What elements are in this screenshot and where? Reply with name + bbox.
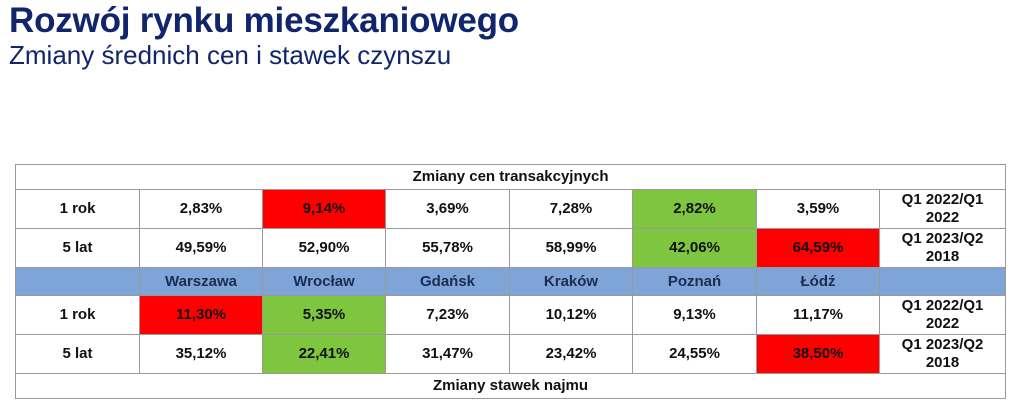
section-title-rent: Zmiany stawek najmu <box>14 373 1007 399</box>
city-header-empty <box>878 267 1007 296</box>
table-cell-highlight-high: 11,30% <box>139 295 263 335</box>
period-line: 2018 <box>925 354 960 371</box>
city-header: Warszawa <box>139 267 263 296</box>
row-label: 1 rok <box>15 189 140 229</box>
table-cell-highlight-high: 64,59% <box>756 228 880 268</box>
table-row: 1 rok 2,83% 9,14% 3,69% 7,28% 2,82% 3,59… <box>15 189 1007 229</box>
table-cell-highlight-low: 5,35% <box>262 295 386 335</box>
table-cell: 3,59% <box>756 189 880 229</box>
table-cell: 2,83% <box>139 189 263 229</box>
city-header: Poznań <box>632 267 757 296</box>
table-cell-highlight-low: 42,06% <box>632 228 757 268</box>
table-cell: 9,13% <box>632 295 757 335</box>
period-cell: Q1 2022/Q1 2022 <box>878 295 1007 335</box>
table-cell: 55,78% <box>385 228 510 268</box>
period-line: Q1 2023/Q2 <box>901 336 984 353</box>
price-rent-table: Zmiany cen transakcyjnych 1 rok 2,83% 9,… <box>14 164 1007 399</box>
period-cell: Q1 2023/Q2 2018 <box>878 228 1007 268</box>
table-cell: 10,12% <box>509 295 633 335</box>
table-cell: 24,55% <box>632 334 757 374</box>
city-header-empty <box>15 267 140 296</box>
period-line: Q1 2022/Q1 <box>901 191 984 208</box>
table-cell: 7,23% <box>385 295 510 335</box>
table-cell: 23,42% <box>509 334 633 374</box>
table-cell-highlight-low: 2,82% <box>632 189 757 229</box>
period-line: Q1 2022/Q1 <box>901 297 984 314</box>
period-line: 2022 <box>925 209 960 226</box>
table-cell: 52,90% <box>262 228 386 268</box>
table-cell-highlight-high: 9,14% <box>262 189 386 229</box>
city-header-row: Warszawa Wrocław Gdańsk Kraków Poznań Łó… <box>15 267 1007 296</box>
city-header: Wrocław <box>262 267 386 296</box>
table-row: 5 lat 35,12% 22,41% 31,47% 23,42% 24,55%… <box>15 334 1007 374</box>
page-title: Rozwój rynku mieszkaniowego <box>9 1 519 40</box>
period-line: Q1 2023/Q2 <box>901 230 984 247</box>
table-cell: 11,17% <box>756 295 880 335</box>
period-line: 2022 <box>925 315 960 332</box>
row-label: 5 lat <box>15 334 140 374</box>
page-subtitle: Zmiany średnich cen i stawek czynszu <box>9 40 452 70</box>
table-cell: 31,47% <box>385 334 510 374</box>
table-cell: 49,59% <box>139 228 263 268</box>
table-cell: 7,28% <box>509 189 633 229</box>
table-cell: 35,12% <box>139 334 263 374</box>
section-header-rent: Zmiany stawek najmu <box>14 373 1007 399</box>
section-header-prices: Zmiany cen transakcyjnych <box>14 164 1007 190</box>
city-header: Gdańsk <box>385 267 510 296</box>
table-cell: 3,69% <box>385 189 510 229</box>
table-cell-highlight-low: 22,41% <box>262 334 386 374</box>
row-label: 1 rok <box>15 295 140 335</box>
table-row: 5 lat 49,59% 52,90% 55,78% 58,99% 42,06%… <box>15 228 1007 268</box>
table-cell: 58,99% <box>509 228 633 268</box>
table-cell-highlight-high: 38,50% <box>756 334 880 374</box>
section-title-prices: Zmiany cen transakcyjnych <box>14 164 1007 190</box>
period-cell: Q1 2023/Q2 2018 <box>878 334 1007 374</box>
row-label: 5 lat <box>15 228 140 268</box>
period-cell: Q1 2022/Q1 2022 <box>878 189 1007 229</box>
table-row: 1 rok 11,30% 5,35% 7,23% 10,12% 9,13% 11… <box>15 295 1007 335</box>
city-header: Kraków <box>509 267 633 296</box>
period-line: 2018 <box>925 248 960 265</box>
city-header: Łódź <box>756 267 880 296</box>
